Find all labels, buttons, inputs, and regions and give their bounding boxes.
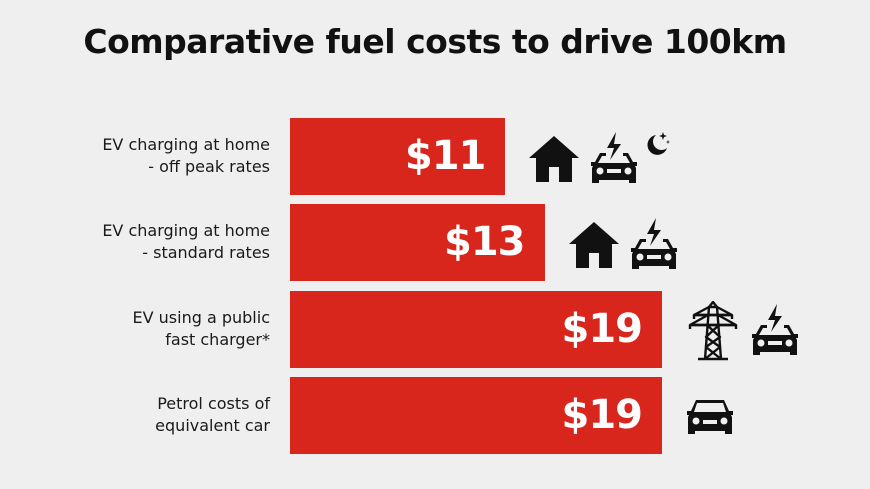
category-label: EV using a public fast charger* <box>40 307 270 351</box>
bar-value-label: $19 <box>561 305 643 352</box>
category-label: EV charging at home - standard rates <box>40 220 270 264</box>
category-label: EV charging at home - off peak rates <box>40 134 270 178</box>
car-icon <box>684 397 736 437</box>
category-label-line: equivalent car <box>155 415 270 435</box>
category-label: Petrol costs of equivalent car <box>40 393 270 437</box>
bar-value-label: $13 <box>444 219 525 266</box>
bar-value-label: $11 <box>404 133 486 179</box>
ev-charging-car-icon <box>589 131 639 186</box>
category-label-line: EV using a public <box>132 307 270 327</box>
category-label-line: EV charging at home <box>102 221 270 241</box>
power-pylon-icon <box>684 301 742 361</box>
category-label-line: Petrol costs of <box>157 393 270 413</box>
bar: $11 <box>290 118 506 195</box>
category-label-line: - standard rates <box>142 243 270 263</box>
house-icon <box>567 220 621 270</box>
category-label-line: fast charger* <box>165 329 270 349</box>
moon-stars-icon <box>643 130 671 158</box>
category-label-line: EV charging at home <box>102 135 270 154</box>
bar: $19 <box>290 290 662 368</box>
house-icon <box>527 134 581 184</box>
chart-title: Comparative fuel costs to drive 100km <box>83 22 787 61</box>
bar-value-label: $19 <box>561 391 643 438</box>
ev-charging-car-icon <box>750 304 800 358</box>
bar: $13 <box>290 204 545 282</box>
bar: $19 <box>290 376 662 454</box>
ev-charging-car-icon <box>629 217 679 272</box>
category-label-line: - off peak rates <box>148 157 270 176</box>
